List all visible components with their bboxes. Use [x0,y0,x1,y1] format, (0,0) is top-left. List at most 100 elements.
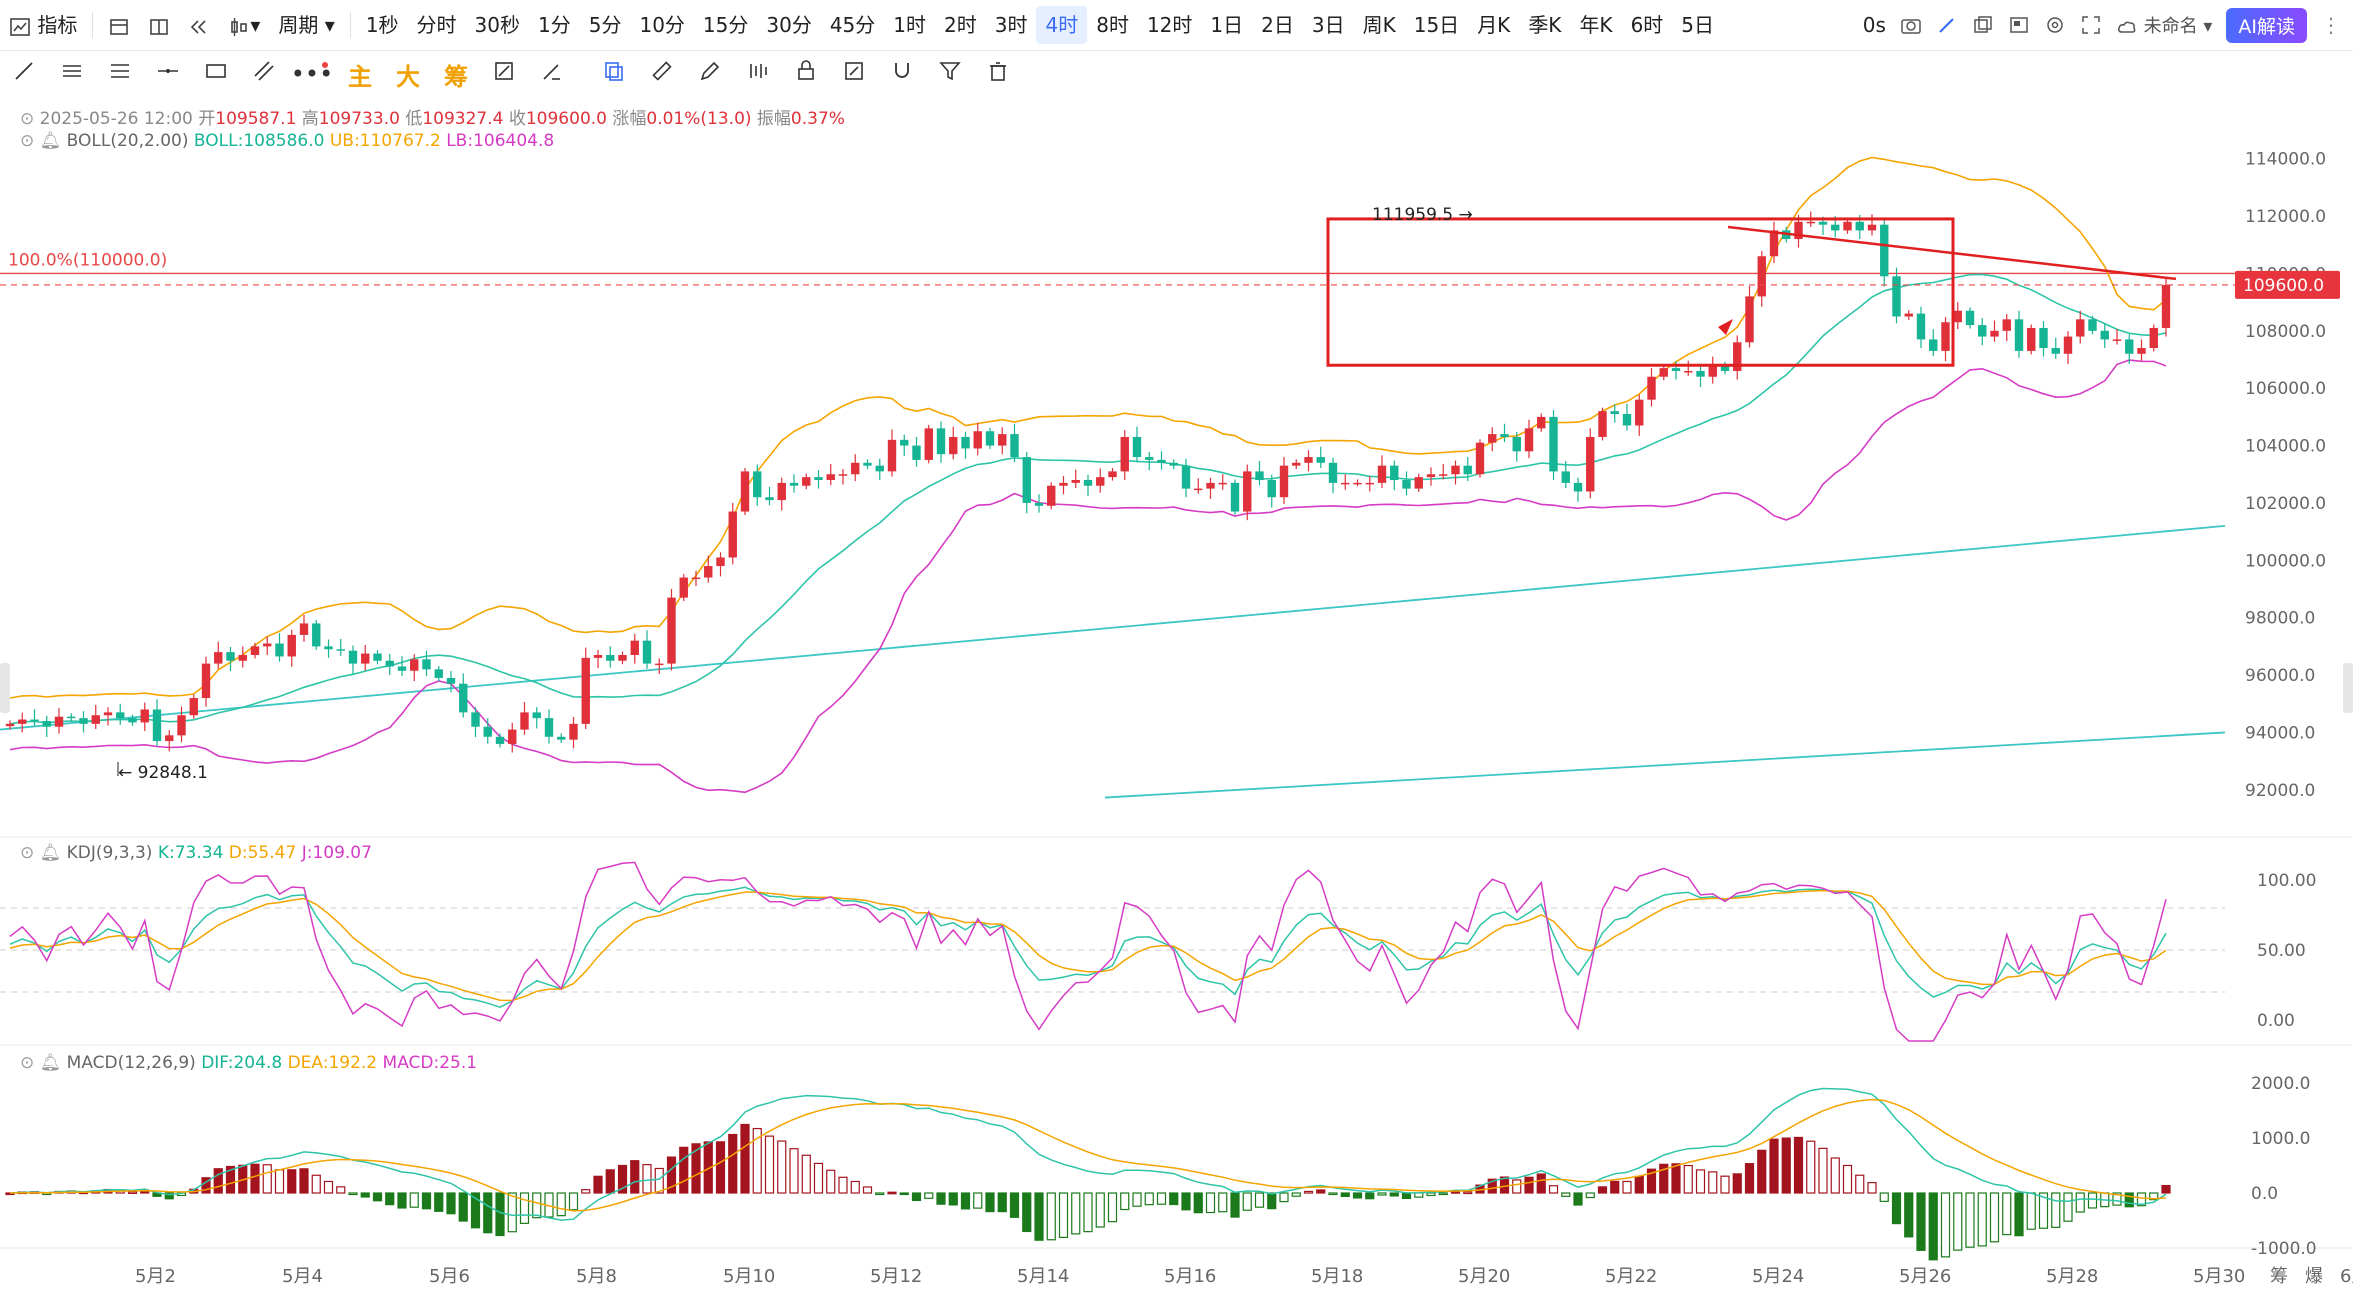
chip-distribution-chip[interactable]: 筹 [444,62,468,91]
candle-type-button[interactable]: ▾ [219,6,269,44]
collapse-toggle-icon[interactable]: ⊙ [20,1053,35,1073]
indicator-label: 指标 [37,13,78,37]
brush-icon[interactable] [528,59,576,89]
candle-body [1929,339,1938,351]
chart-canvas[interactable]: 114000.0112000.0110000.0108000.0106000.0… [0,97,2353,1306]
cloud-layout-selector[interactable]: 未命名 ▾ [2116,12,2212,38]
channel-icon[interactable] [240,59,288,89]
more-tools-icon[interactable]: ••• [290,60,334,88]
timeframe-20[interactable]: 月K [1477,13,1511,37]
macd-tick-label: 2000.0 [2251,1074,2310,1094]
timeframe-13[interactable]: 8时 [1096,13,1129,37]
period-dropdown[interactable]: 周期 ▾ [278,13,335,37]
bell-icon[interactable]: 🔔︎ [39,1053,62,1073]
filter-icon[interactable] [926,59,974,89]
timeframe-3[interactable]: 1分 [538,13,571,37]
candle-body [1059,482,1068,486]
candle-body [1463,465,1472,475]
timeframe-12[interactable]: 4时 [1036,6,1088,44]
trash-icon[interactable] [974,59,1022,89]
candle-body [1255,471,1264,480]
bell-icon[interactable]: 🔔︎ [39,131,62,151]
duplicate-icon[interactable] [1972,14,1994,36]
timeframe-9[interactable]: 1时 [893,13,927,37]
replay-button[interactable] [179,6,219,44]
candle-body [1169,462,1178,466]
lock-icon[interactable] [782,59,830,89]
candle-body [1414,477,1423,489]
pencil-icon[interactable] [686,59,734,89]
candle-body [116,712,125,719]
camera-icon[interactable] [1900,14,1922,36]
parallel-lines-icon[interactable] [48,59,96,89]
timeframe-4[interactable]: 5分 [588,13,622,37]
magnet-icon[interactable] [878,59,926,89]
timeframe-23[interactable]: 6时 [1630,13,1664,37]
timeframe-22[interactable]: 年K [1579,13,1613,37]
template-icon[interactable] [2008,14,2030,36]
split-view-button[interactable] [139,6,179,44]
timeframe-0[interactable]: 1秒 [365,13,399,37]
macd-histogram-bar [1291,1192,1301,1197]
time-tick-label: 5月8 [576,1266,617,1287]
fullscreen-icon[interactable] [2080,14,2102,36]
bell-icon[interactable]: 🔔︎ [39,843,62,863]
timeframe-21[interactable]: 季K [1528,13,1562,37]
ai-analysis-button[interactable]: AI解读 [2226,7,2307,43]
timeframe-19[interactable]: 15日 [1413,13,1460,37]
timeframe-11[interactable]: 3时 [994,13,1028,37]
macd-histogram-bar [1352,1192,1363,1199]
macd-histogram-bar [483,1192,493,1234]
price-tick-label: 100000.0 [2245,551,2326,571]
candle-body [495,736,505,744]
settings-gear-icon[interactable] [2044,14,2066,36]
indicator-button[interactable]: 指标 [0,6,86,44]
timeframe-24[interactable]: 5日 [1681,13,1715,37]
candle-body [238,655,247,661]
candle-body [1537,416,1546,429]
candle-body [1892,276,1901,317]
price-tick-label: 108000.0 [2245,322,2326,342]
timeframe-17[interactable]: 3日 [1311,13,1345,37]
rectangle-icon[interactable] [192,59,240,89]
big-order-chip[interactable]: 大 [396,62,420,91]
pattern-icon[interactable] [734,59,782,89]
candle-body [2137,348,2146,354]
collapse-toggle-icon[interactable]: ⊙ [20,131,35,151]
macd-histogram-bar [973,1192,983,1209]
candle-body [1451,465,1460,475]
line-tool-icon[interactable] [0,59,48,89]
copy-drawing-icon[interactable] [590,59,638,89]
menu-icon[interactable]: ⋮ [2321,13,2341,37]
timeframe-1[interactable]: 分时 [416,13,457,37]
timeframe-6[interactable]: 15分 [702,13,749,37]
candle-body [1304,457,1313,463]
timeframe-7[interactable]: 30分 [766,13,812,37]
edit-note-icon[interactable] [830,59,878,89]
timeframe-15[interactable]: 1日 [1210,13,1244,37]
timeframe-2[interactable]: 30秒 [474,13,520,37]
timeframe-18[interactable]: 周K [1362,13,1396,37]
kdj-d-line [9,889,2167,1002]
collapse-toggle-icon[interactable]: ⊙ [20,843,35,863]
timeframe-16[interactable]: 2日 [1261,13,1294,37]
timeframe-5[interactable]: 10分 [639,13,685,37]
macd-histogram-bar [262,1164,272,1194]
candle-body [998,434,1007,446]
pen-icon[interactable] [1936,14,1958,36]
timeframe-10[interactable]: 2时 [944,13,977,37]
macd-histogram-bar [225,1165,236,1194]
collapse-toggle-icon[interactable]: ⊙ [20,109,35,129]
compare-icon[interactable] [480,59,528,89]
timeframe-14[interactable]: 12时 [1146,13,1193,37]
horizontal-line-icon[interactable] [144,59,192,89]
layout-icon-button[interactable] [99,6,139,44]
macd-histogram-bar [826,1169,836,1194]
timeframe-8[interactable]: 45分 [829,13,876,37]
ruler-icon[interactable] [638,59,686,89]
close-label: 收 [508,109,526,129]
fib-levels-icon[interactable] [96,59,144,89]
candle-body [1047,485,1056,506]
main-chart-chip[interactable]: 主 [348,62,372,91]
candle-body [1610,411,1619,415]
